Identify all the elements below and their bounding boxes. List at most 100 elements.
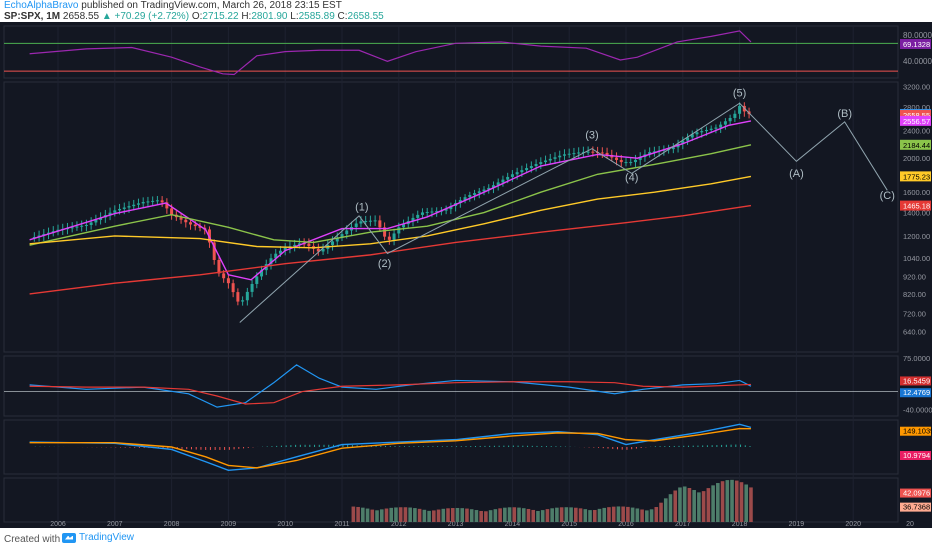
price-chart-svg[interactable]: 80.0000 40.0000 69.1328 3200.00 2800.00 2400.…: [0, 22, 932, 528]
volume-bar: [408, 507, 412, 522]
candle-body: [99, 217, 103, 220]
price-tick-label: 1200.00: [903, 232, 930, 241]
volume-bar: [635, 508, 640, 522]
volume-bar: [474, 510, 479, 522]
price-tick-label: 2000.00: [903, 154, 930, 163]
candle-body: [539, 162, 543, 165]
candle-body: [378, 220, 382, 228]
candle-body: [558, 155, 562, 158]
volume-bar: [389, 507, 394, 522]
candle-body: [245, 291, 249, 301]
volume-bar: [465, 508, 469, 522]
volume-bar: [403, 507, 408, 522]
macd-value-label: 149.1039: [903, 427, 932, 436]
volume-bar: [578, 508, 583, 522]
wave-label: (2): [378, 258, 391, 270]
price-value-label: 2184.44: [903, 141, 930, 150]
wave-label: (B): [837, 108, 852, 120]
candle-body: [345, 230, 349, 235]
candle-body: [430, 211, 434, 213]
price-change: ▲ +70.29 (+2.72%): [101, 11, 190, 22]
dmi-value-tag: [900, 388, 931, 398]
price-tick-label: 1600.00: [903, 188, 930, 197]
price-tick-label: 2400.00: [903, 126, 930, 135]
low-label: L:: [290, 11, 299, 22]
volume-bar: [379, 509, 384, 522]
candle-body: [468, 194, 472, 198]
volume-bar: [711, 485, 715, 522]
candle-body: [534, 164, 538, 167]
price-tick-label: 2800.00: [903, 103, 930, 112]
x-axis-label: 2014: [505, 521, 521, 528]
macd-value-tag: [900, 451, 931, 460]
candle-body: [260, 270, 264, 277]
candle-body: [572, 153, 576, 155]
macd-line: [29, 427, 751, 469]
volume-bar: [455, 507, 460, 522]
price-value-tag: [900, 200, 931, 211]
candle-body: [690, 134, 694, 138]
candle-body: [529, 166, 533, 169]
dmi-tick-label: 75.0000: [903, 354, 930, 363]
volume-bar: [597, 508, 602, 522]
published-text: published on TradingView.com, March 26, …: [81, 0, 342, 11]
author-link[interactable]: EchoAlphaBravo: [4, 0, 79, 11]
wave-label: (A): [789, 168, 804, 180]
candle-body: [402, 224, 406, 228]
candle-body: [189, 222, 193, 225]
volume-bar: [507, 507, 512, 522]
low-value: 2585.89: [298, 11, 335, 22]
candle-body: [723, 121, 727, 125]
candle-body: [151, 200, 155, 202]
volume-bar: [654, 507, 659, 522]
candle-body: [141, 202, 145, 204]
x-axis-label: 2007: [107, 521, 123, 528]
candle-body: [340, 234, 344, 238]
volume-bar: [668, 494, 673, 522]
macd-line: [29, 423, 752, 472]
volume-bar: [361, 507, 365, 522]
rsi-line: [29, 30, 752, 76]
volume-bar: [663, 498, 668, 522]
symbol-label: SP:SPX, 1M: [4, 11, 61, 22]
price-value-label: 1465.18: [903, 202, 930, 211]
x-axis-label: 2019: [789, 521, 805, 528]
volume-bar: [645, 510, 649, 522]
panel-frame-rsi: [3, 25, 899, 79]
volume-bar: [436, 509, 441, 522]
volume-bar: [384, 508, 389, 522]
x-axis-label: 2011: [334, 521, 349, 528]
volume-bar: [602, 507, 607, 522]
volume-bar: [673, 490, 678, 522]
candle-body: [420, 212, 424, 215]
volume-bar: [446, 508, 450, 522]
chart-area[interactable]: 80.0000 40.0000 69.1328 3200.00 2800.00 2400.…: [0, 22, 932, 528]
volume-bar: [649, 509, 654, 522]
candle-body: [510, 174, 514, 177]
moving-average-line: [29, 175, 752, 249]
volume-bar: [531, 509, 536, 522]
volume-bar: [739, 482, 744, 522]
wave-label: (C): [880, 190, 895, 202]
candle-body: [619, 160, 623, 163]
candle-body: [89, 222, 93, 225]
price-value-tag: [900, 115, 931, 126]
ohlc-line: SP:SPX, 1M 2658.55 ▲ +70.29 (+2.72%) O:2…: [4, 11, 384, 22]
candle-body: [392, 233, 396, 240]
candle-body: [113, 210, 117, 213]
candle-body: [733, 113, 737, 118]
volume-value-tag: [900, 488, 931, 498]
candle-body: [193, 224, 197, 227]
candle-body: [184, 219, 188, 223]
rsi-value-label: 69.1328: [903, 40, 930, 49]
volume-bar: [659, 502, 663, 522]
volume-bar: [488, 510, 493, 522]
volume-bar: [611, 506, 616, 522]
candle-body: [368, 220, 372, 222]
candle-body: [283, 247, 287, 251]
price-tick-label: 1400.00: [903, 209, 930, 218]
volume-bar: [616, 506, 621, 522]
candle-body: [491, 185, 495, 188]
tradingview-brand[interactable]: TradingView: [62, 532, 134, 543]
candle-body: [132, 204, 136, 207]
